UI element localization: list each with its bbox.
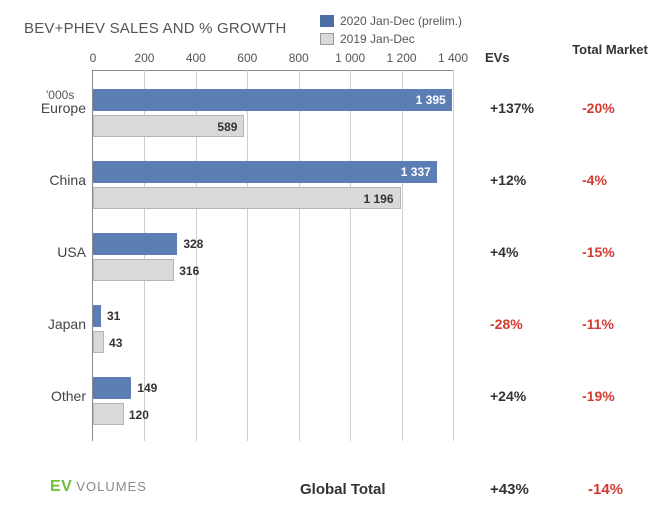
bar-value-2020: 1 337	[401, 161, 431, 183]
bar-2020: 328	[93, 233, 177, 255]
category-label: Europe	[0, 100, 86, 116]
logo-part-volumes: VOLUMES	[72, 479, 147, 494]
tick-label: 1 400	[433, 51, 473, 65]
bar-value-2020: 1 395	[416, 89, 446, 111]
bar-2019: 120	[93, 403, 124, 425]
bar-2020: 1 337	[93, 161, 437, 183]
legend-item-2020: 2020 Jan-Dec (prelim.)	[320, 12, 462, 30]
bar-value-2019: 120	[123, 404, 149, 426]
bar-2019: 1 196	[93, 187, 401, 209]
bar-value-2020: 149	[131, 377, 157, 399]
evs-growth-value: +12%	[490, 172, 526, 188]
legend-label-2019: 2019 Jan-Dec	[340, 32, 415, 46]
market-growth-value: -11%	[582, 316, 614, 332]
bar-value-2020: 328	[177, 233, 203, 255]
global-total-market: -14%	[588, 481, 623, 498]
chart-container: BEV+PHEV SALES AND % GROWTH 2020 Jan-Dec…	[0, 0, 670, 512]
tick-label: 0	[73, 51, 113, 65]
market-growth-value: -15%	[582, 244, 615, 260]
bar-value-2020: 31	[101, 305, 120, 327]
tick-label: 200	[124, 51, 164, 65]
global-total-label: Global Total	[300, 481, 386, 498]
bar-2019: 43	[93, 331, 104, 353]
evs-growth-value: +137%	[490, 100, 534, 116]
bar-value-2019: 43	[103, 332, 122, 354]
column-header-market: Total Market	[570, 42, 650, 57]
gridline	[453, 70, 454, 441]
category-label: China	[0, 172, 86, 188]
logo: EVVOLUMES	[50, 478, 147, 496]
legend-swatch-2019	[320, 33, 334, 45]
tick-label: 800	[279, 51, 319, 65]
logo-part-ev: EV	[50, 478, 72, 495]
gridline	[247, 70, 248, 441]
bar-value-2019: 316	[173, 260, 199, 282]
market-growth-value: -4%	[582, 172, 607, 188]
category-label: Other	[0, 388, 86, 404]
bar-2019: 589	[93, 115, 244, 137]
legend: 2020 Jan-Dec (prelim.) 2019 Jan-Dec	[320, 12, 462, 48]
bar-value-2019: 589	[217, 116, 237, 138]
market-growth-value: -19%	[582, 388, 615, 404]
tick-label: 1 000	[330, 51, 370, 65]
gridline	[299, 70, 300, 441]
legend-label-2020: 2020 Jan-Dec (prelim.)	[340, 14, 462, 28]
gridline	[402, 70, 403, 441]
category-label: Japan	[0, 316, 86, 332]
tick-label: 1 200	[382, 51, 422, 65]
bar-2020: 1 395	[93, 89, 452, 111]
evs-growth-value: -28%	[490, 316, 523, 332]
market-growth-value: -20%	[582, 100, 615, 116]
bar-2019: 316	[93, 259, 174, 281]
gridline	[350, 70, 351, 441]
column-header-evs: EVs	[485, 50, 510, 65]
global-total-evs: +43%	[490, 481, 529, 498]
chart-plot-area: 02004006008001 0001 2001 4001 3955891 33…	[92, 70, 453, 441]
tick-label: 600	[227, 51, 267, 65]
evs-growth-value: +4%	[490, 244, 518, 260]
bar-2020: 149	[93, 377, 131, 399]
bar-2020: 31	[93, 305, 101, 327]
evs-growth-value: +24%	[490, 388, 526, 404]
legend-item-2019: 2019 Jan-Dec	[320, 30, 462, 48]
bar-value-2019: 1 196	[364, 188, 394, 210]
legend-swatch-2020	[320, 15, 334, 27]
category-label: USA	[0, 244, 86, 260]
tick-label: 400	[176, 51, 216, 65]
